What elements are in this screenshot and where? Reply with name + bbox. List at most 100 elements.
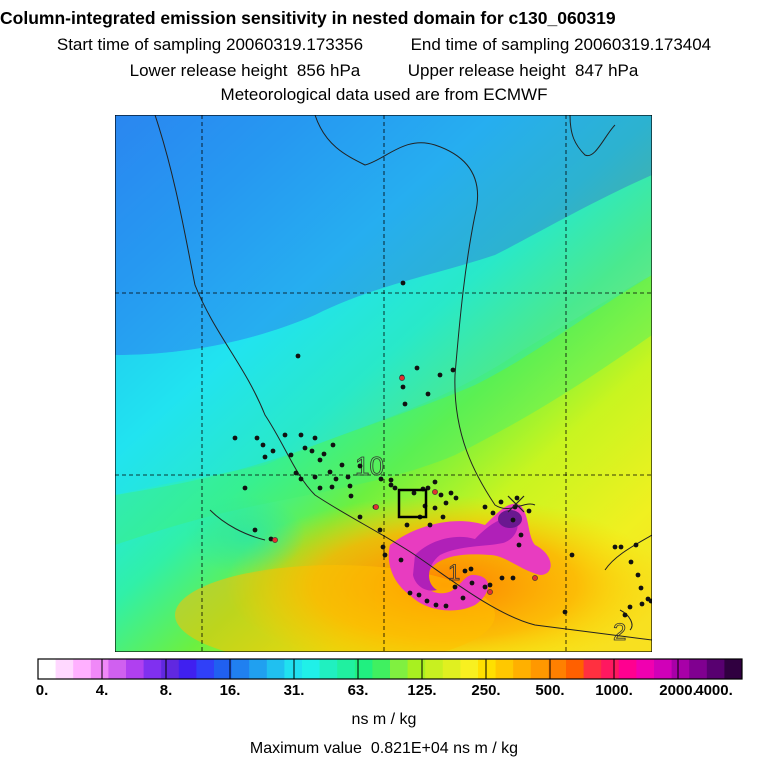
emission-source-dot xyxy=(627,604,633,610)
emission-source-dot xyxy=(232,435,238,441)
emission-source-dot xyxy=(400,384,406,390)
colorbar-tick-label: 8. xyxy=(159,682,173,699)
colorbar-swatch xyxy=(460,659,479,679)
emission-source-dot xyxy=(260,442,266,448)
emission-source-dot xyxy=(402,401,408,407)
emission-source-dot xyxy=(242,485,248,491)
emission-source-dot xyxy=(635,572,641,578)
colorbar-tick-label: 1000. xyxy=(595,682,633,699)
emission-source-dot xyxy=(348,493,354,499)
emission-source-dot xyxy=(482,584,488,590)
emission-source-dot xyxy=(339,462,345,468)
contour-label-1: 1 xyxy=(448,560,460,585)
emission-source-dot xyxy=(400,280,406,286)
emission-source-dot xyxy=(432,505,438,511)
emission-source-dot xyxy=(378,476,384,482)
emission-source-dot xyxy=(254,435,260,441)
colorbar-tick-label: 63. xyxy=(347,682,369,699)
colorbar-tick-label: 125. xyxy=(407,682,437,699)
colorbar-swatch xyxy=(566,659,585,679)
emission-source-dot-highlight xyxy=(532,575,538,581)
colorbar xyxy=(37,658,743,680)
upper-release-value: 847 hPa xyxy=(575,61,639,80)
emission-source-dot xyxy=(443,603,449,609)
colorbar-swatch xyxy=(143,659,162,679)
emission-source-dot xyxy=(329,484,335,490)
emission-source-dot xyxy=(411,490,417,496)
emission-source-dot xyxy=(302,445,308,451)
emission-source-dot xyxy=(398,557,404,563)
colorbar-swatch xyxy=(495,659,514,679)
emission-source-dot xyxy=(321,451,327,457)
lower-release-value: 856 hPa xyxy=(296,61,361,80)
emission-source-dot xyxy=(295,353,301,359)
emission-source-dot xyxy=(468,566,474,572)
emission-source-dot xyxy=(526,508,532,514)
colorbar-tick-label: 250. xyxy=(471,682,501,699)
emission-source-dot xyxy=(438,492,444,498)
colorbar-swatch xyxy=(583,659,602,679)
colorbar-swatch xyxy=(601,659,620,679)
emission-source-dot xyxy=(437,372,443,378)
upper-release-label: Upper release height xyxy=(407,61,566,80)
emission-source-dot xyxy=(499,575,505,581)
emission-source-dot xyxy=(633,542,639,548)
colorbar-units: ns m / kg xyxy=(351,711,417,728)
colorbar-swatch xyxy=(178,659,197,679)
release-heights: Lower release height 856 hPa Upper relea… xyxy=(0,61,768,81)
emission-source-dot xyxy=(388,477,394,483)
colorbar-tick-label: 4. xyxy=(95,682,109,699)
emission-source-dot xyxy=(448,490,454,496)
emission-sources xyxy=(232,280,652,618)
colorbar-swatch xyxy=(548,659,567,679)
emission-source-dot xyxy=(648,598,652,604)
met-data-note: Meteorological data used are from ECMWF xyxy=(220,85,548,104)
emission-source-dot xyxy=(427,522,433,528)
colorbar-swatch xyxy=(442,659,461,679)
sensitivity-map: 10 1 2 xyxy=(115,115,652,652)
colorbar-tick-label: 16. xyxy=(219,682,241,699)
emission-source-dot xyxy=(345,474,351,480)
sampling-times: Start time of sampling 20060319.173356 E… xyxy=(0,35,768,55)
emission-source-dot xyxy=(622,612,628,618)
emission-source-dot xyxy=(414,365,420,371)
colorbar-swatch xyxy=(530,659,549,679)
colorbar-swatch xyxy=(302,659,321,679)
emission-source-dot xyxy=(628,559,634,565)
emission-source-dot xyxy=(317,457,323,463)
max-value-number: 0.821E+04 xyxy=(370,740,449,757)
emission-source-dot xyxy=(443,500,449,506)
emission-source-dot xyxy=(433,602,439,608)
colorbar-swatch xyxy=(249,659,268,679)
emission-source-dot xyxy=(510,575,516,581)
emission-source-dot xyxy=(392,485,398,491)
graticule xyxy=(115,115,652,652)
end-time-label: End time of sampling xyxy=(410,35,570,54)
emission-source-dot xyxy=(424,598,430,604)
emission-source-dot xyxy=(380,544,386,550)
colorbar-swatch xyxy=(196,659,215,679)
colorbar-swatch xyxy=(73,659,92,679)
emission-source-dot xyxy=(293,470,299,476)
emission-source-dot xyxy=(425,391,431,397)
emission-source-dot-highlight xyxy=(373,504,379,510)
emission-source-dot xyxy=(518,532,524,538)
emission-source-dot xyxy=(469,580,475,586)
cyan-region xyxy=(115,175,652,495)
emission-source-dot xyxy=(440,514,446,520)
colorbar-swatch xyxy=(55,659,74,679)
emission-source-dot xyxy=(282,432,288,438)
colorbar-swatch xyxy=(354,659,373,679)
colorbar-swatch xyxy=(390,659,409,679)
colorbar-swatch xyxy=(161,659,180,679)
emission-source-dot xyxy=(312,474,318,480)
emission-source-dot xyxy=(618,544,624,550)
colorbar-tick-label: 2000. xyxy=(659,682,697,699)
plume-peak xyxy=(498,510,522,528)
colorbar-swatch xyxy=(636,659,655,679)
emission-source-dot xyxy=(432,479,438,485)
emission-source-dot xyxy=(482,504,488,510)
green-region xyxy=(115,275,652,545)
receptor-box xyxy=(397,488,428,519)
emission-source-dot xyxy=(262,454,268,460)
